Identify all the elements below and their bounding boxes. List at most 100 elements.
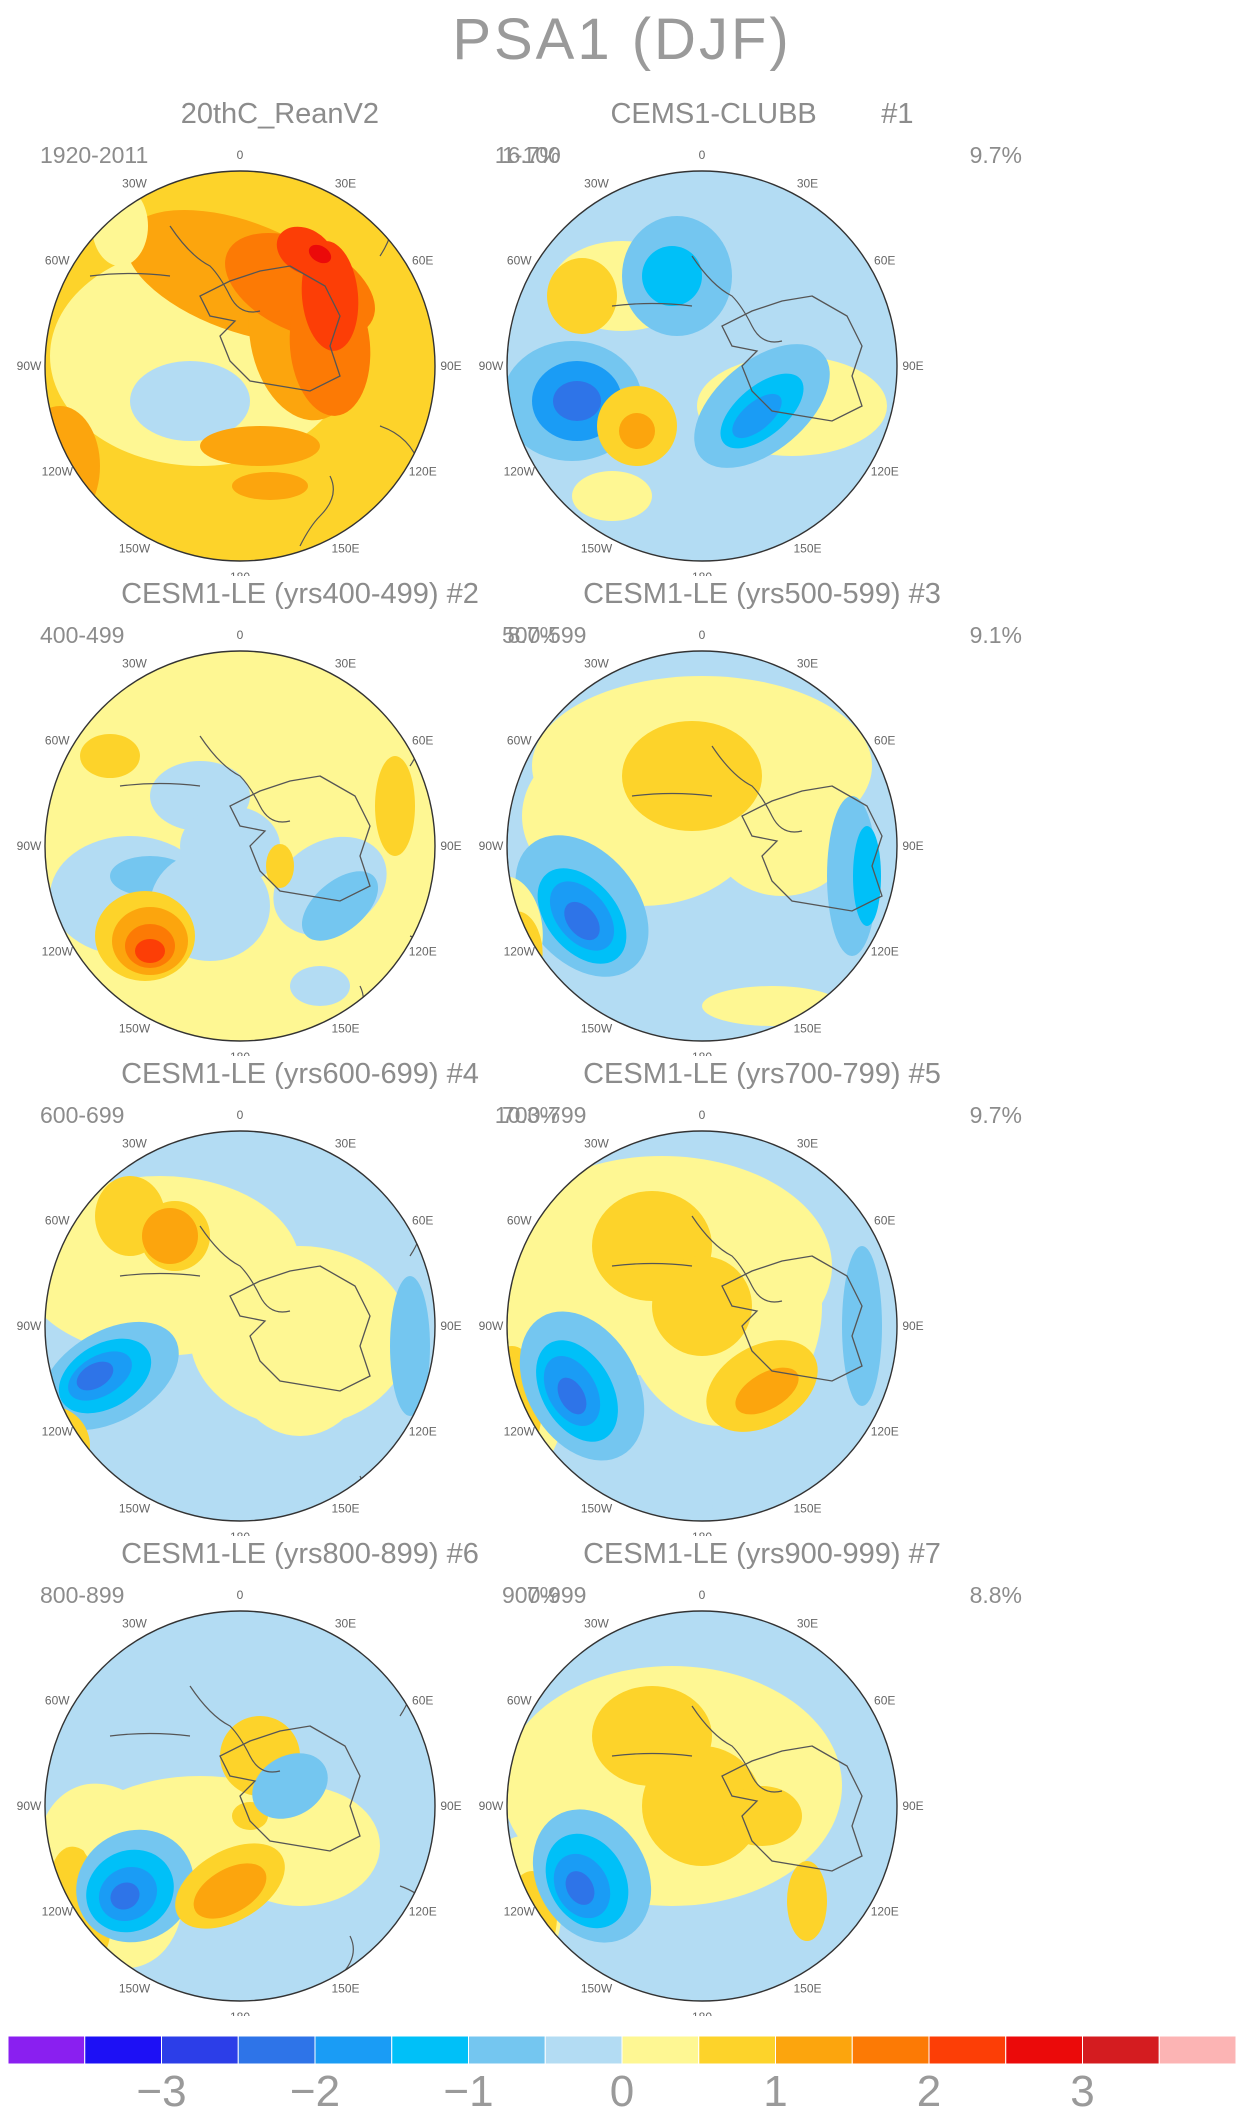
polar-map: 0 30E 60E 90E 120E 150E 180 150W 120W 90W 60W 30W: [479, 1588, 945, 2016]
longitude-label: 120E: [409, 945, 437, 959]
panel-title: CESM1-LE (yrs900-999) #7: [583, 1538, 941, 1570]
panel-percent: 7%: [526, 1582, 560, 1608]
anomaly-contour: [135, 939, 165, 963]
longitude-label: 60W: [507, 1214, 532, 1228]
longitude-label: 120E: [871, 1905, 899, 1919]
longitude-label: 30W: [584, 1616, 609, 1630]
colorbar-swatch: [928, 2036, 1007, 2065]
longitude-label: 60E: [412, 254, 433, 268]
map-boundary: [506, 1610, 898, 2002]
longitude-label: 90W: [17, 1799, 42, 1813]
antarctica-coastline: [721, 1255, 863, 1382]
anomaly-contour: [722, 1786, 802, 1846]
colorbar-swatch: [698, 2036, 776, 2065]
figure-title: PSA1 (DJF): [452, 7, 792, 72]
longitude-label: 150E: [793, 1982, 821, 1996]
longitude-label: 90W: [17, 359, 42, 373]
longitude-label: 90E: [902, 359, 923, 373]
longitude-label: 120W: [42, 945, 74, 959]
longitude-label: 150E: [331, 1502, 359, 1516]
map-boundary: [506, 650, 898, 1042]
longitude-label: 30E: [335, 656, 356, 670]
longitude-label: 120W: [42, 1425, 74, 1439]
antarctica-coastline: [199, 265, 341, 392]
panel-years: 1-100: [502, 142, 561, 168]
longitude-label: 0: [699, 1588, 706, 1602]
anomaly-contour: [230, 1276, 370, 1436]
longitude-label: 30E: [335, 1616, 356, 1630]
anomaly-contour: [787, 1861, 827, 1941]
longitude-label: 30W: [584, 656, 609, 670]
map-panel-clubb: CEMS1-CLUBB #1 1-100 9.7% 0 30E 60E 90E 120E…: [462, 98, 1062, 578]
anomaly-contour: [308, 244, 332, 264]
longitude-label: 180: [692, 1530, 712, 1536]
longitude-label: 120E: [871, 1425, 899, 1439]
longitude-label: 90W: [479, 359, 504, 373]
polar-map: 0 30E 60E 90E 120E 150E 180 150W 120W 90W 60W 30W: [479, 1108, 924, 1536]
longitude-label: 0: [237, 1588, 244, 1602]
colorbar-swatch: [851, 2036, 930, 2065]
longitude-label: 150E: [793, 1502, 821, 1516]
coastline: [691, 1705, 783, 1793]
longitude-label: 120W: [504, 1905, 536, 1919]
longitude-label: 150E: [793, 1022, 821, 1036]
colorbar-swatch: [621, 2036, 700, 2065]
longitude-label: 150W: [581, 1502, 613, 1516]
longitude-label: 90W: [17, 839, 42, 853]
antarctica-coastline: [721, 1745, 863, 1872]
longitude-label: 120W: [504, 465, 536, 479]
longitude-label: 30E: [335, 176, 356, 190]
anomaly-contour: [642, 246, 702, 306]
anomaly-contour: [652, 1256, 752, 1356]
polar-map: 0 30E 60E 90E 120E 150E 180 150W 120W 90W 60W 30W: [17, 628, 462, 1056]
longitude-label: 30E: [335, 1136, 356, 1150]
longitude-label: 150E: [793, 542, 821, 556]
longitude-label: 180: [692, 2010, 712, 2016]
longitude-label: 90E: [902, 839, 923, 853]
anomaly-contour: [572, 471, 652, 521]
anomaly-contour: [130, 361, 250, 441]
panel-percent: 9.7%: [969, 1102, 1022, 1128]
colorbar-swatch: [8, 2036, 86, 2065]
anomaly-contour: [390, 1276, 430, 1416]
anomaly-contour: [375, 756, 415, 856]
longitude-label: 180: [230, 1050, 250, 1056]
colorbar-tick-label: −3: [136, 2067, 186, 2110]
panel-title: CESM1-LE (yrs600-699) #4: [121, 1058, 479, 1090]
coastline: [841, 995, 876, 1041]
panel-title: CESM1-LE (yrs500-599) #3: [583, 578, 941, 610]
coastline: [821, 1955, 856, 2001]
antarctica-coastline: [229, 775, 371, 902]
anomaly-contour: [642, 766, 702, 826]
anomaly-contour: [266, 844, 294, 888]
coastline: [922, 716, 935, 776]
coastline: [902, 1906, 945, 1986]
colorbar-swatch: [775, 2036, 853, 2065]
panel-percent: 8.8%: [969, 1582, 1022, 1608]
colorbar-swatch: [161, 2036, 239, 2065]
panel-percent: 10.3%: [494, 1102, 560, 1128]
map-panel-reanalysis: 20thC_ReanV2 1920-2011 16.7% 0 30E 60E 90E 1…: [0, 98, 600, 578]
longitude-label: 0: [699, 148, 706, 162]
longitude-label: 60W: [45, 1694, 70, 1708]
panel-title: CEMS1-CLUBB #1: [610, 98, 914, 130]
map-panel-le-800: CESM1-LE (yrs800-899) #6 800-899 7% 0 30E…: [0, 1538, 600, 2018]
anomaly-field: [45, 1611, 435, 2001]
anomaly-contour: [564, 901, 600, 941]
longitude-label: 60E: [874, 254, 895, 268]
longitude-label: 150W: [119, 1022, 151, 1036]
longitude-label: 60W: [45, 254, 70, 268]
anomaly-contour: [45, 1406, 90, 1486]
longitude-label: 60E: [874, 1214, 895, 1228]
anomaly-field: [507, 651, 935, 1041]
longitude-label: 90W: [479, 1319, 504, 1333]
longitude-label: 90E: [902, 1319, 923, 1333]
longitude-label: 150E: [331, 1022, 359, 1036]
coastline: [691, 1215, 783, 1303]
anomaly-field: [45, 651, 435, 1041]
longitude-label: 30E: [797, 1136, 818, 1150]
colorbar-tick-label: −2: [290, 2067, 340, 2110]
anomaly-contour: [642, 1746, 762, 1866]
colorbar-swatch: [544, 2036, 623, 2065]
coastline: [199, 1225, 291, 1313]
